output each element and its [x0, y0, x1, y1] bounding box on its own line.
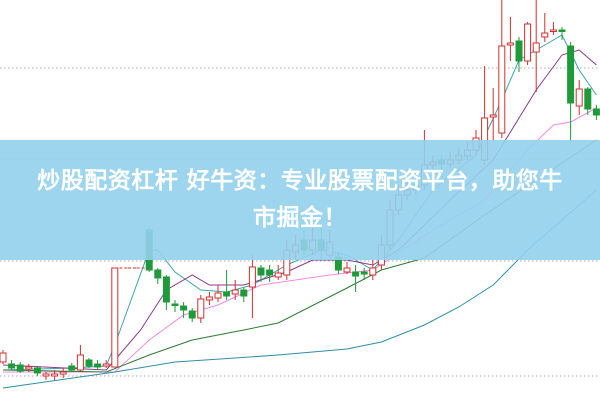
candle-body [94, 363, 102, 368]
candle-body [352, 271, 360, 277]
candle-body [343, 267, 351, 273]
candle-body [575, 88, 583, 107]
candle-body [214, 292, 222, 299]
candle-body [498, 45, 506, 134]
candle-body [257, 267, 265, 276]
candle-body [197, 298, 205, 319]
candle-body [369, 267, 377, 276]
candle-body [51, 373, 59, 377]
candle-body [180, 305, 188, 311]
candle-body [111, 267, 119, 368]
promo-banner: 炒股配资杠杆 好牛资：专业股票配资平台，助您牛 市掘金！ [0, 140, 600, 260]
candle-body [162, 276, 170, 303]
candle-body [102, 363, 110, 367]
candle-body [584, 88, 592, 110]
candle-body [248, 266, 256, 288]
candle-body [240, 289, 248, 297]
candle-body [16, 364, 24, 372]
candle-body [274, 272, 282, 278]
candle-body [506, 42, 514, 46]
moving-average-line [3, 107, 597, 373]
candle-body [524, 23, 532, 62]
candle-body [532, 42, 540, 53]
candle-body [205, 296, 213, 301]
candle-body [558, 29, 566, 32]
candle-body [592, 108, 600, 116]
candle-body [171, 303, 179, 306]
candle-body [33, 367, 41, 374]
candle-body [360, 271, 368, 275]
candle-body [25, 366, 33, 370]
candle-body [188, 310, 196, 319]
candle-body [76, 354, 84, 371]
candle-body [489, 114, 497, 118]
candle-body [154, 269, 162, 279]
candle-body [8, 363, 16, 369]
candle-body [541, 32, 549, 38]
candle-body [0, 352, 7, 363]
candle-body [515, 40, 523, 62]
candle-body [549, 29, 557, 32]
candle-body [68, 365, 76, 371]
candle-body [42, 373, 50, 377]
candle-body [231, 289, 239, 295]
candle-body [59, 371, 67, 375]
candle-body [567, 45, 575, 104]
candle-body [223, 291, 231, 297]
candle-body [266, 269, 274, 276]
candle-body [85, 359, 93, 367]
banner-line-2: 市掘金！ [253, 205, 347, 231]
banner-line-1: 炒股配资杠杆 好牛资：专业股票配资平台，助您牛 [37, 168, 563, 194]
